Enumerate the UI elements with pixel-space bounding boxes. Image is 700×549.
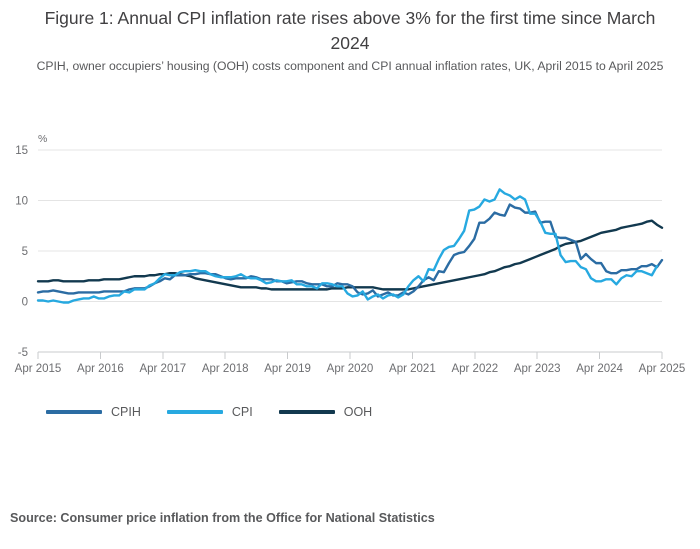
x-axis-tick-label: Apr 2023 xyxy=(514,363,561,375)
legend-label-cpih: CPIH xyxy=(111,405,141,419)
legend-label-cpi: CPI xyxy=(231,405,253,419)
y-axis-unit-label: % xyxy=(38,133,47,145)
y-axis-labels-group: -5 0 5 10 15 xyxy=(15,145,28,359)
y-axis-tick-label: -5 xyxy=(18,347,28,359)
source-note: Source: Consumer price inflation from th… xyxy=(10,511,435,525)
y-axis-tick-label: 10 xyxy=(15,196,28,208)
legend-item-ooh[interactable]: OOH xyxy=(278,405,373,419)
x-axis-tick-label: Apr 2018 xyxy=(202,363,249,375)
legend-item-cpi[interactable]: CPI xyxy=(166,405,253,419)
x-axis-tick-label: Apr 2020 xyxy=(327,363,374,375)
x-axis-tick-label: Apr 2021 xyxy=(389,363,436,375)
legend-swatch-cpi xyxy=(166,410,223,414)
series-line-cpi xyxy=(36,188,659,304)
gridlines-group xyxy=(38,149,662,353)
chart-plot-area: -5 0 5 10 15 Apr 2015 Apr 2016 Apr 2017 Apr 201… xyxy=(0,120,700,385)
y-axis-tick-label: 15 xyxy=(15,145,28,157)
x-axis-tick-label: Apr 2022 xyxy=(451,363,498,375)
x-axis-tickmarks-group xyxy=(37,352,663,359)
series-line-ooh xyxy=(36,219,664,291)
series-line-cpih xyxy=(36,203,664,298)
series-lines-group xyxy=(36,188,664,304)
x-axis-tick-label: Apr 2025 xyxy=(639,363,686,375)
x-axis-tick-label: Apr 2019 xyxy=(264,363,311,375)
legend-item-cpih[interactable]: CPIH xyxy=(46,405,141,419)
x-axis-tick-label: Apr 2015 xyxy=(15,363,62,375)
chart-title: Figure 1: Annual CPI inflation rate rise… xyxy=(44,8,656,53)
x-axis-tick-label: Apr 2016 xyxy=(77,363,124,375)
x-axis-tick-label: Apr 2024 xyxy=(576,363,623,375)
y-axis-tick-label: 5 xyxy=(22,246,28,258)
x-axis-tick-label: Apr 2017 xyxy=(139,363,186,375)
chart-legend: CPIH CPI OOH xyxy=(46,405,372,419)
legend-swatch-cpih xyxy=(46,410,102,414)
legend-swatch-ooh xyxy=(278,410,335,414)
y-axis-tick-label: 0 xyxy=(22,297,28,309)
chart-subtitle: CPIH, owner occupiers’ housing (OOH) cos… xyxy=(36,59,664,73)
x-axis-labels-group: Apr 2015 Apr 2016 Apr 2017 Apr 2018 Apr 2019… xyxy=(15,363,686,375)
legend-label-ooh: OOH xyxy=(343,405,373,419)
